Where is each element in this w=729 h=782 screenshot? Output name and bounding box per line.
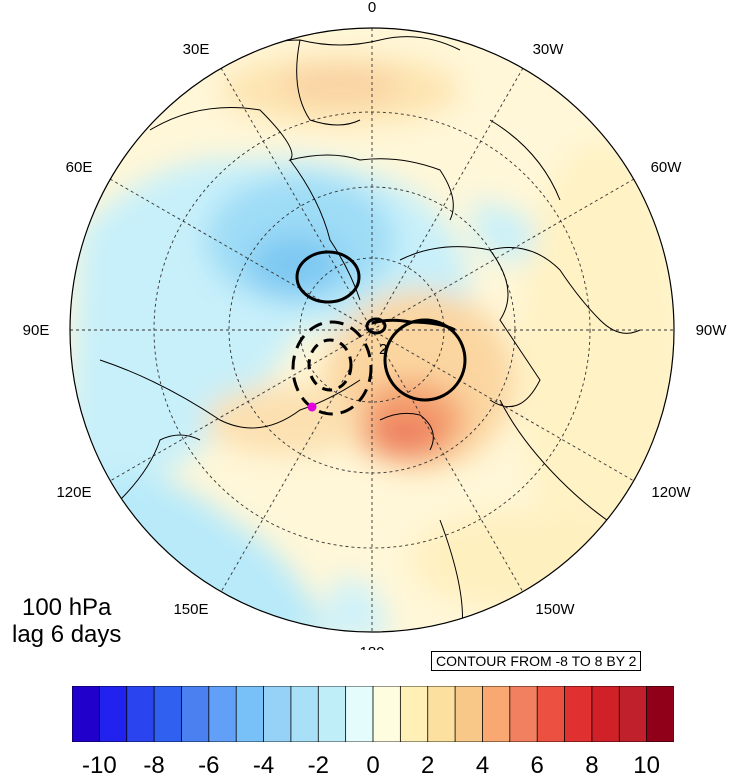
level-label-line2: lag 6 days [12, 621, 122, 648]
colorbar-box [372, 686, 402, 742]
colorbar-box [126, 686, 155, 742]
lon-label-150w: 150W [535, 601, 575, 618]
colorbar-box [454, 686, 484, 742]
shaded-anomaly-field [70, 28, 674, 632]
colorbar-tick-label: 2 [421, 752, 435, 779]
colorbar-tick-label: 6 [530, 752, 544, 779]
contour-line-label: 2 [379, 341, 387, 358]
lon-label-180: 180 [359, 644, 384, 650]
colorbar-box [646, 686, 674, 742]
colorbar-box [564, 686, 593, 742]
lon-label-90w: 90W [696, 322, 728, 339]
colorbar-box [263, 686, 292, 742]
colorbar-box [153, 686, 183, 742]
lon-label-0: 0 [368, 0, 376, 16]
colorbar-box [181, 686, 210, 742]
location-marker [307, 402, 317, 412]
colorbar-box [317, 686, 347, 742]
colorbar [72, 686, 674, 742]
colorbar-box [98, 686, 128, 742]
colorbar-tick-label: -6 [198, 752, 220, 779]
colorbar-box [399, 686, 429, 742]
colorbar-tick-label: 0 [366, 752, 380, 779]
colorbar-box [536, 686, 566, 742]
colorbar-tick-label: 10 [633, 752, 660, 779]
lon-label-30e: 30E [183, 41, 210, 58]
map-boundary [69, 27, 675, 633]
lon-label-30w: 30W [533, 41, 565, 58]
colorbar-box [290, 686, 319, 742]
lon-label-90e: 90E [23, 322, 50, 339]
colorbar-box [345, 686, 374, 742]
colorbar-tick-labels: -10 -8 -6 -4 -2 0 2 4 6 8 10 [0, 752, 729, 782]
polar-map: 2 0 30E 30W 60E 60W 90E 90W 120E 120W 15… [23, 0, 728, 650]
colorbar-tick-label: 4 [475, 752, 490, 779]
colorbar-box [208, 686, 237, 742]
level-label: 100 hPa lag 6 days [12, 594, 121, 648]
colorbar-tick-label: -4 [252, 752, 275, 779]
lon-label-150e: 150E [173, 601, 208, 618]
colorbar-tick-label: 8 [585, 752, 599, 779]
colorbar-tick-label: -8 [143, 752, 165, 779]
level-label-line1: 100 hPa [21, 594, 112, 621]
lon-label-120w: 120W [651, 484, 691, 501]
graticule [70, 28, 674, 632]
colorbar-tick-label: -10 [82, 752, 117, 779]
colorbar-box [235, 686, 265, 742]
colorbar-tick-label: -2 [307, 752, 329, 779]
colorbar-box [72, 686, 101, 742]
lon-label-60w: 60W [651, 159, 683, 176]
colorbar-box [427, 686, 456, 742]
colorbar-box [591, 686, 620, 742]
contour-lines [291, 250, 467, 416]
colorbar-box [482, 686, 511, 742]
colorbar-box [509, 686, 538, 742]
lon-label-60e: 60E [66, 159, 93, 176]
longitude-labels: 0 30E 30W 60E 60W 90E 90W 120E 120W 150E… [23, 0, 728, 650]
lon-label-120e: 120E [56, 484, 91, 501]
contour-info-box: CONTOUR FROM -8 TO 8 BY 2 [431, 651, 642, 671]
colorbar-box [618, 686, 648, 742]
